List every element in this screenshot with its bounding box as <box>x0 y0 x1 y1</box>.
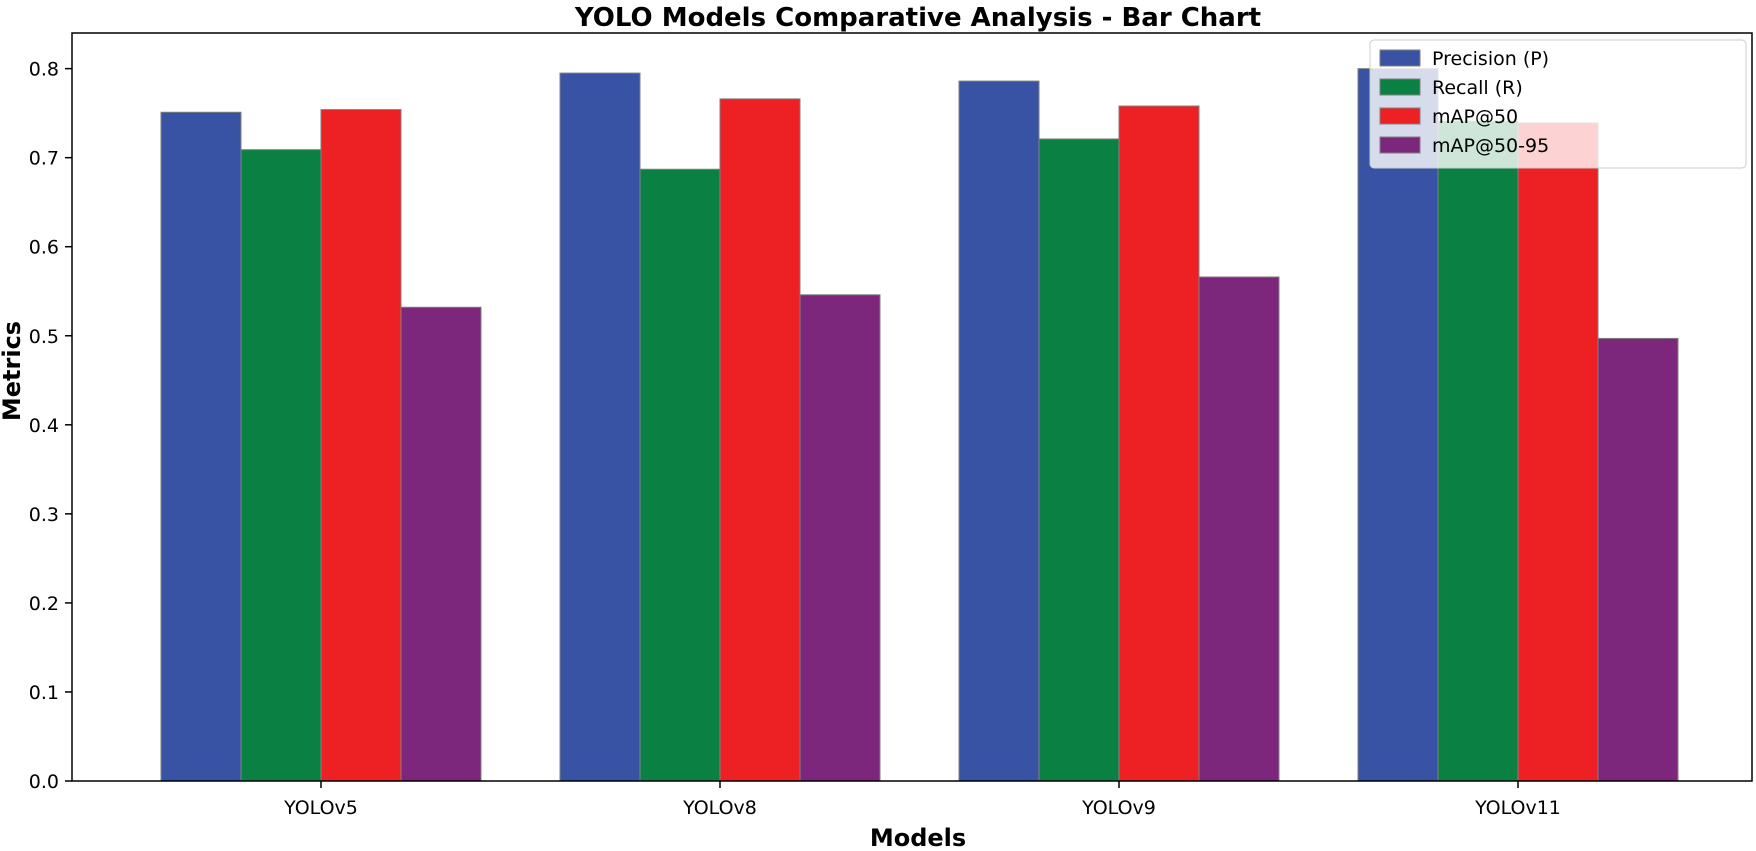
legend-label: Precision (P) <box>1432 48 1549 70</box>
y-tick-label: 0.1 <box>29 682 59 704</box>
legend: Precision (P) Recall (R) mAP@50 mAP@50-95 <box>1369 39 1747 169</box>
legend-swatch <box>1379 107 1421 125</box>
bar-yolov8-1 <box>639 168 721 782</box>
y-tick-label: 0.6 <box>29 237 59 259</box>
bar-yolov5-0 <box>160 111 242 782</box>
bar-yolov9-0 <box>958 80 1040 782</box>
legend-label: mAP@50 <box>1432 106 1518 128</box>
x-tick-label: YOLOv11 <box>1474 797 1561 819</box>
y-tick-label: 0.7 <box>29 148 59 170</box>
bar-yolov9-3 <box>1198 276 1280 782</box>
bar-yolov9-1 <box>1038 138 1120 782</box>
chart-title: YOLO Models Comparative Analysis - Bar C… <box>574 3 1261 33</box>
y-axis-label: Metrics <box>0 321 26 421</box>
legend-swatch <box>1379 49 1421 67</box>
bar-yolov11-1 <box>1437 120 1519 782</box>
bar-yolov11-2 <box>1517 122 1599 782</box>
bar-yolov8-2 <box>719 98 801 782</box>
bar-yolov5-3 <box>400 306 482 782</box>
y-tick-label: 0.0 <box>29 771 59 793</box>
bar-yolov5-1 <box>240 149 322 782</box>
y-tick-label: 0.2 <box>29 593 59 615</box>
y-tick-label: 0.5 <box>29 326 59 348</box>
bars-layer <box>160 68 1679 782</box>
legend-box <box>1369 39 1747 169</box>
y-tick-label: 0.8 <box>29 59 59 81</box>
bar-yolov9-2 <box>1118 105 1200 782</box>
x-axis-label: Models <box>870 824 966 851</box>
plot-frame <box>71 32 1753 782</box>
y-tick-label: 0.3 <box>29 504 59 526</box>
bar-yolov11-0 <box>1357 68 1439 782</box>
axes-layer: YOLOv5 YOLOv8 YOLOv9 YOLOv11 0.0 0.1 0.2 0.3 0.4… <box>29 32 1753 819</box>
x-tick-label: YOLOv8 <box>682 797 757 819</box>
bar-yolov8-0 <box>559 72 641 782</box>
bar-yolov11-3 <box>1597 337 1679 782</box>
legend-label: mAP@50-95 <box>1432 135 1549 157</box>
x-tick-label: YOLOv9 <box>1081 797 1156 819</box>
legend-label: Recall (R) <box>1432 77 1523 99</box>
bar-yolov5-2 <box>320 109 402 782</box>
bar-yolov8-3 <box>799 294 881 782</box>
y-tick-label: 0.4 <box>29 415 59 437</box>
legend-swatch <box>1379 78 1421 96</box>
legend-swatch <box>1379 136 1421 154</box>
x-tick-label: YOLOv5 <box>283 797 358 819</box>
